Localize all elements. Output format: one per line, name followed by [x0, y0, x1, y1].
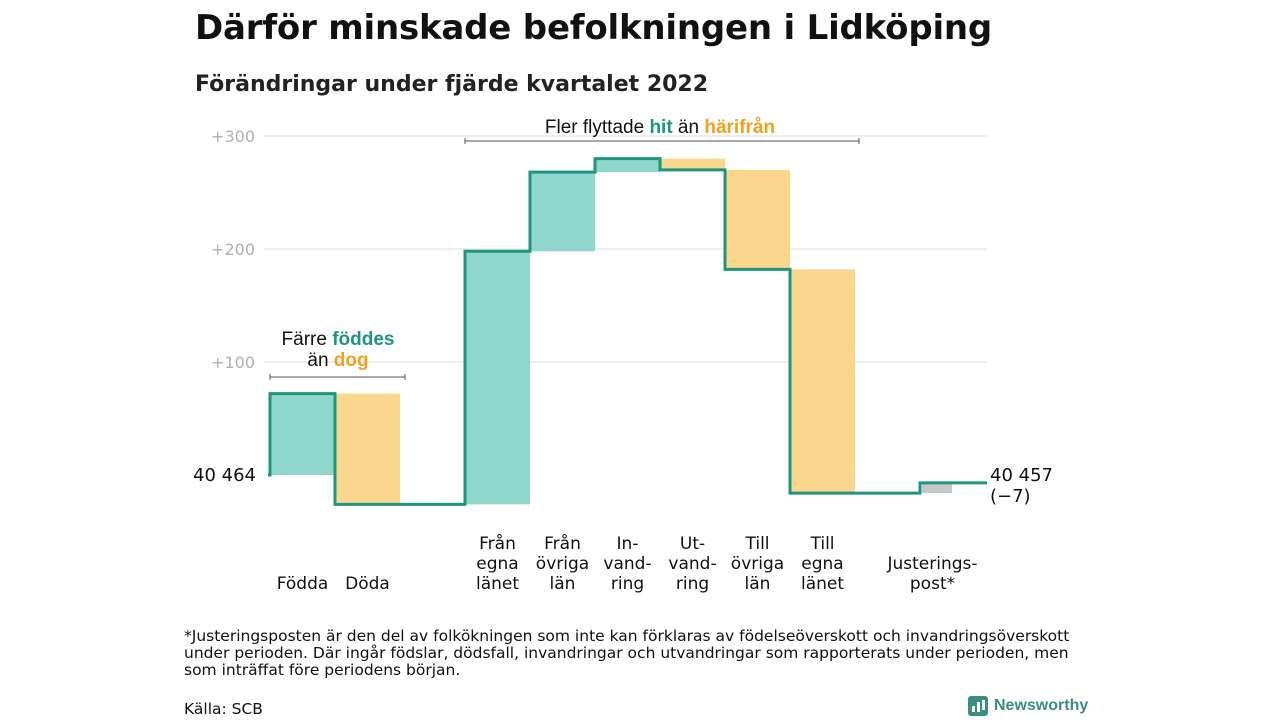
source-note: Källa: SCB — [184, 700, 263, 718]
annotation-births-deaths: än dog — [307, 350, 368, 371]
bar-out — [725, 169, 790, 270]
category-label: länet — [801, 574, 844, 594]
start-value-label: 40 464 — [193, 465, 256, 486]
category-label: Till — [809, 534, 834, 554]
annotation-births-deaths-part: Färre — [282, 329, 333, 350]
category-label: Från — [544, 533, 581, 554]
category-label: länet — [476, 574, 519, 594]
category-label: län — [745, 574, 771, 594]
category-label: vand- — [603, 554, 651, 574]
category-label: vand- — [668, 554, 716, 574]
annotation-births-deaths-part: dog — [334, 350, 369, 371]
bar-out — [335, 393, 400, 505]
cumulative-line — [268, 157, 987, 506]
chart-subtitle: Förändringar under fjärde kvartalet 2022 — [195, 72, 709, 97]
category-label: övriga — [536, 554, 589, 574]
bar-in — [270, 393, 335, 475]
bar-in — [595, 158, 660, 173]
footnote: *Justeringsposten är den del av folkökni… — [184, 627, 1070, 679]
category-label: Från — [479, 533, 516, 554]
annotation-migration-part: hit — [649, 117, 673, 138]
category-label: övriga — [731, 554, 784, 574]
category-label: län — [550, 574, 576, 594]
bar-out — [790, 269, 855, 494]
annotation-migration-part: Fler flyttade — [545, 117, 650, 138]
annotation-births-deaths-part: föddes — [332, 329, 394, 350]
category-label: Ut- — [680, 534, 705, 554]
annotation-births-deaths: Färre föddes — [282, 329, 395, 350]
y-tick-label: +200 — [211, 240, 255, 259]
bar-out — [660, 158, 725, 170]
annotation-migration-part: härifrån — [704, 117, 775, 138]
bar-adjust — [922, 482, 952, 494]
category-label: egna — [476, 554, 518, 574]
brand-name: Newsworthy — [994, 697, 1089, 714]
annotation-births-deaths-part: än — [307, 350, 333, 371]
category-label: Justerings- — [886, 554, 977, 574]
bar-chart-icon — [968, 696, 988, 716]
annotation-migration-part: än — [673, 117, 705, 138]
category-label: egna — [801, 554, 843, 574]
chart-title: Därför minskade befolkningen i Lidköping — [195, 8, 993, 48]
brand-logo: Newsworthy — [968, 696, 1088, 716]
y-tick-label: +100 — [211, 353, 255, 372]
bar-in — [465, 251, 530, 505]
end-value-label: 40 457 — [990, 465, 1053, 486]
category-label: In- — [617, 534, 639, 554]
y-tick-label: +300 — [211, 127, 255, 146]
category-label: Till — [744, 534, 769, 554]
category-label: Döda — [345, 574, 390, 594]
end-change-label: (−7) — [990, 486, 1031, 507]
bar-in — [530, 172, 595, 252]
category-label: ring — [676, 574, 709, 594]
category-label: Födda — [277, 574, 329, 594]
waterfall-chart: +100 +200 +300 40 464 40 457(−7) Födda Döda Frå… — [193, 117, 1053, 594]
annotation-migration: Fler flyttade hit än härifrån — [545, 117, 775, 138]
category-label: post* — [910, 574, 955, 594]
category-label: ring — [611, 574, 644, 594]
